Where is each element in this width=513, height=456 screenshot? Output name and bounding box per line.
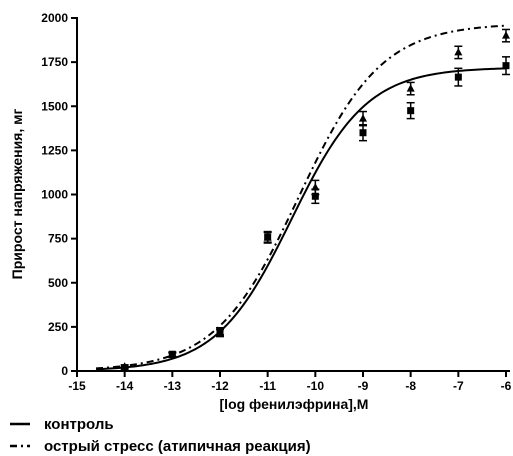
x-tick-label: -7 [453, 379, 464, 393]
data-point-stress [454, 47, 463, 56]
y-tick-label: 1000 [41, 188, 68, 202]
fit-curve-control [96, 67, 507, 371]
x-tick-label: -6 [501, 379, 512, 393]
y-tick-label: 500 [48, 276, 68, 290]
data-points [120, 28, 510, 372]
x-tick-label: -13 [164, 379, 182, 393]
x-tick-label: -14 [116, 379, 134, 393]
data-point-stress [311, 182, 320, 191]
y-axis-title: Прирост напряжения, мг [9, 109, 25, 280]
x-tick-label: -8 [405, 379, 416, 393]
y-ticks: 0 250 500 750 1000 1250 1500 1750 2000 [41, 11, 77, 378]
data-point-control [454, 73, 462, 81]
data-point-control [311, 192, 319, 200]
x-tick-label: -12 [211, 379, 229, 393]
data-point-stress [406, 84, 415, 92]
y-tick-label: 250 [48, 320, 68, 334]
axes [76, 17, 510, 372]
legend: контроль острый стресс (атипичная реакци… [10, 416, 311, 455]
data-point-control [502, 62, 510, 70]
fit-curve-stress [96, 24, 507, 370]
y-tick-label: 1750 [41, 55, 68, 69]
legend-label-control: контроль [44, 416, 114, 433]
y-tick-label: 0 [61, 364, 68, 378]
fit-curves [96, 24, 507, 371]
data-point-stress [168, 350, 177, 359]
y-tick-label: 1500 [41, 99, 68, 113]
x-ticks: -15 -14 -13 -12 -11 -10 -9 -8 -7 -6 [68, 371, 512, 393]
x-tick-label: -11 [259, 379, 276, 393]
data-point-stress [263, 233, 272, 241]
x-axis-title: [log фенилэфрина],M [220, 396, 369, 412]
y-tick-label: 2000 [41, 11, 68, 25]
data-point-control [359, 129, 367, 137]
data-point-stress [216, 328, 224, 337]
data-point-stress [502, 31, 510, 39]
x-tick-label: -9 [358, 379, 369, 393]
x-tick-label: -15 [68, 379, 86, 393]
y-tick-label: 1250 [41, 143, 68, 157]
data-point-stress [359, 114, 367, 122]
legend-label-stress: острый стресс (атипичная реакция) [44, 438, 311, 455]
data-point-control [407, 107, 415, 115]
data-point-stress [120, 362, 129, 370]
y-tick-label: 750 [48, 232, 68, 246]
x-tick-label: -10 [307, 379, 325, 393]
